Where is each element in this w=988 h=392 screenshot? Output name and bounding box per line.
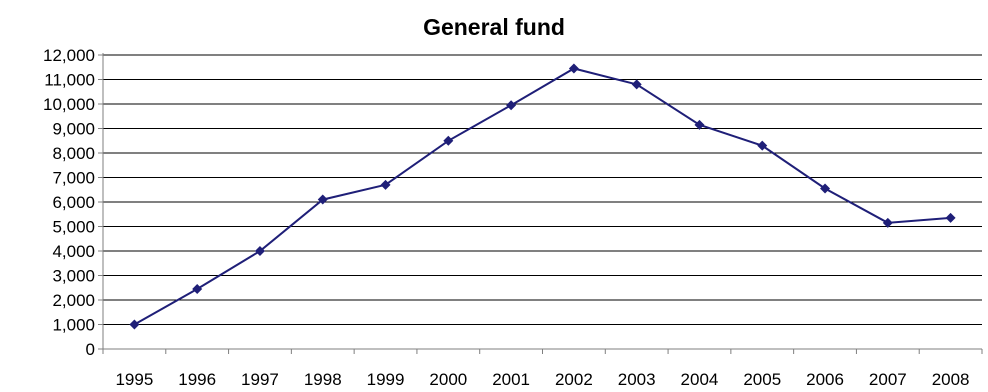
y-tick-label: 2,000 [52,291,95,310]
data-point-marker [443,135,454,146]
y-tick-label: 1,000 [52,316,95,335]
y-tick-label: 0 [86,340,95,359]
axes [98,53,983,354]
data-point-marker [882,217,893,228]
data-point-marker [568,63,579,74]
data-point-marker [945,212,956,223]
y-tick-label: 6,000 [52,193,95,212]
gridlines [103,54,982,325]
y-tick-label: 4,000 [52,242,95,261]
x-tick-label: 2004 [681,370,719,389]
x-tick-label: 2000 [429,370,467,389]
x-tick-label: 2003 [618,370,656,389]
marker-group [129,63,956,330]
x-tick-label: 1997 [241,370,279,389]
x-tick-label: 2007 [869,370,907,389]
x-tick-labels: 1995 1996 1997 1998 1999 2000 2001 2002 2003 2004… [115,370,969,389]
y-tick-label: 5,000 [52,218,95,237]
data-point-marker [694,119,705,130]
data-point-marker [129,319,140,330]
data-point-marker [380,179,391,190]
data-point-marker [254,246,265,256]
data-point-marker [757,140,768,151]
y-tick-label: 8,000 [52,144,95,163]
data-point-marker [317,194,328,205]
data-point-marker [506,100,517,111]
x-tick-label: 1998 [304,370,342,389]
x-tick-label: 2001 [492,370,530,389]
x-tick-label: 2008 [932,370,970,389]
y-tick-label: 11,000 [44,71,95,90]
data-point-marker [820,183,831,194]
data-point-marker [192,283,203,294]
chart-title: General fund [423,14,565,40]
y-tick-labels: 0 1,000 2,000 3,000 4,000 5,000 6,000 7,000 8,00… [43,46,95,359]
y-tick-label: 3,000 [52,267,95,286]
series-line-group [133,67,951,326]
y-tick-label: 7,000 [52,169,95,188]
y-tick-label: 12,000 [43,46,95,65]
series-line [133,67,951,326]
data-point-marker [631,79,642,90]
x-tick-label: 2002 [555,370,593,389]
x-tick-label: 1999 [367,370,405,389]
x-tick-label: 2005 [743,370,781,389]
x-tick-label: 1996 [178,370,216,389]
y-tick-label: 10,000 [43,95,95,114]
x-tick-label: 1995 [115,370,153,389]
y-tick-label: 9,000 [52,120,95,139]
x-tick-label: 2006 [806,370,844,389]
